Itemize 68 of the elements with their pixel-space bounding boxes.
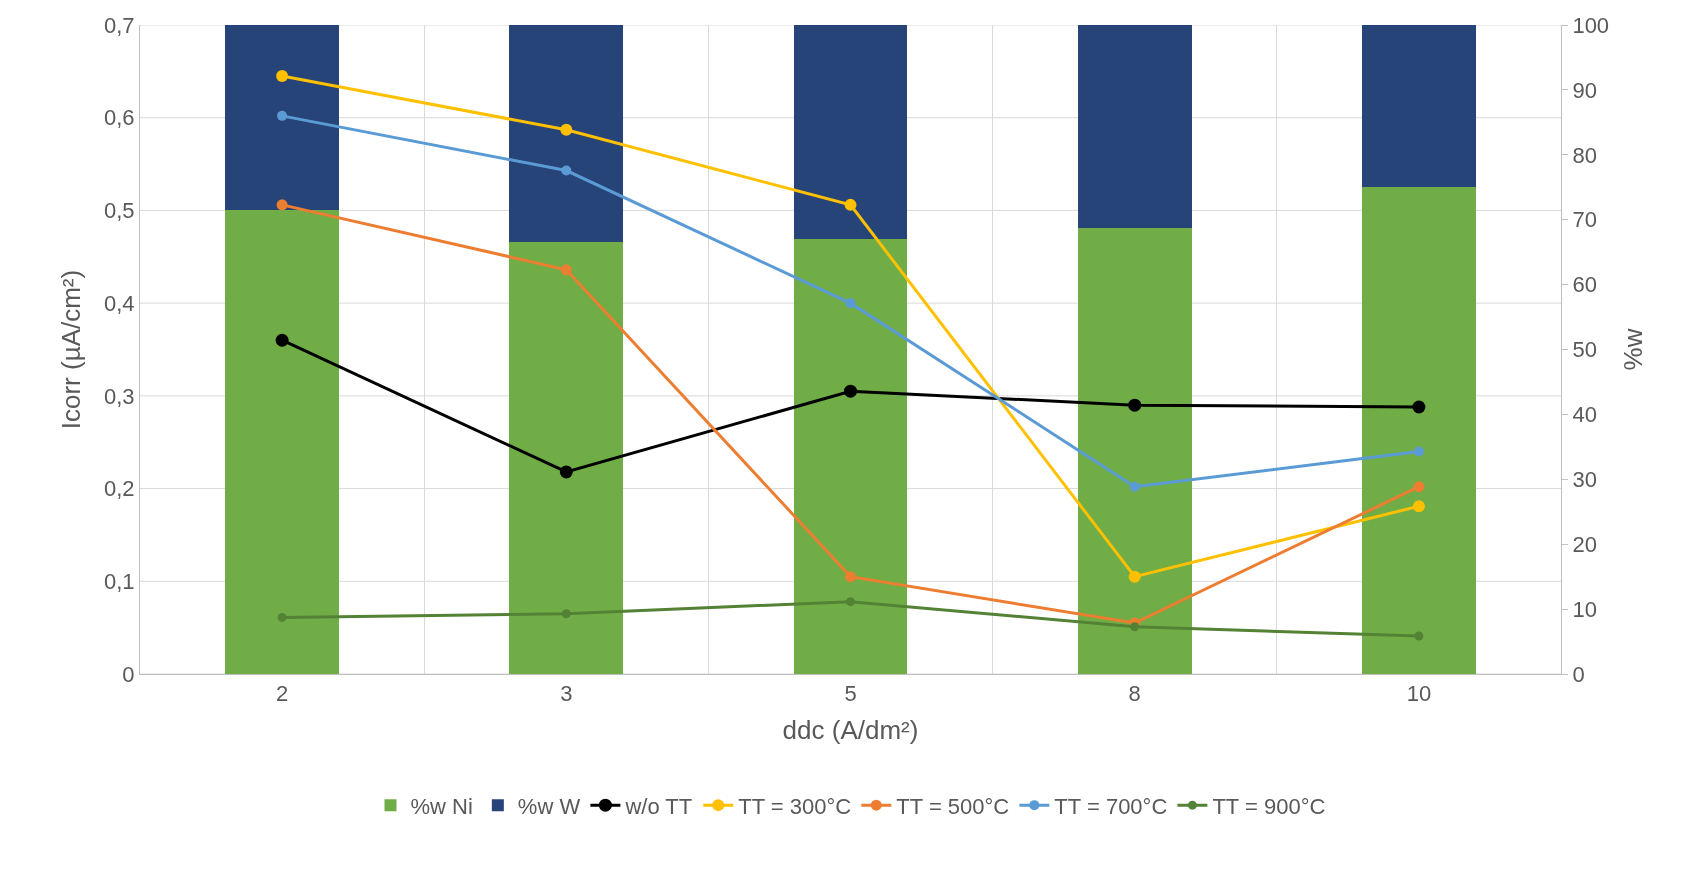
y2-tick-label: 80 [1572,142,1597,168]
x-tick-label: 5 [844,681,857,707]
y2-tick-label: 50 [1572,337,1597,363]
y-tick-label: 0 [122,661,135,687]
y2-tick-label: 10 [1572,596,1597,622]
y-tick-label: 0,1 [104,568,135,594]
x-tick-label: 10 [1406,681,1432,707]
point [845,298,856,309]
point [1412,400,1426,414]
point [560,123,573,136]
legend-label: TT = 500°C [896,793,1010,819]
point [844,198,857,211]
point [559,465,573,479]
point [1130,622,1140,632]
y2-axis-title: %w [1617,328,1648,371]
y-tick-label: 0,7 [104,12,135,38]
legend-label: TT = 900°C [1212,793,1326,819]
point [1413,481,1425,493]
point [277,110,288,121]
bar [225,209,339,674]
bar [1362,187,1476,674]
point [560,264,572,276]
bar [1077,228,1192,674]
bar [225,25,339,210]
y2-tick-label: 20 [1572,531,1597,557]
y-tick-label: 0,4 [104,290,135,316]
point [1412,500,1425,513]
y2-tick-label: 40 [1572,402,1597,428]
x-tick-label: 8 [1128,681,1141,707]
point [561,609,571,619]
point [561,165,572,176]
point [276,69,289,82]
x-axis-title: ddc (A/dm²) [782,715,919,746]
point [277,612,287,622]
y2-tick-label: 0 [1572,661,1585,687]
legend-label: TT = 700°C [1054,793,1168,819]
y-tick-label: 0,2 [104,476,135,502]
y2-tick-label: 100 [1572,12,1610,38]
point [276,199,288,211]
bar [793,239,908,674]
bar [509,25,624,243]
point [1414,631,1424,641]
point [846,597,855,607]
y-tick-label: 0,6 [104,105,135,131]
legend-label: %w Ni [410,793,473,819]
point [845,571,856,583]
point [1413,446,1424,457]
x-tick-label: 3 [560,681,573,707]
y2-tick-label: 70 [1572,207,1597,233]
y2-tick-label: 30 [1572,467,1597,492]
y2-tick-label: 60 [1572,272,1597,298]
legend-label: %w W [517,793,581,819]
point [1129,481,1140,492]
point [844,384,857,398]
bar [509,242,624,674]
point [275,333,289,347]
bar [793,25,908,240]
point [1128,570,1141,583]
legend-label: w/o TT [624,793,693,819]
legend-label: TT = 300°C [738,793,852,819]
y-tick-label: 0,5 [104,198,135,224]
bar [1077,25,1192,229]
y-tick-label: 0,3 [104,383,135,409]
point [1128,398,1142,412]
y-axis-title: Icorr (µA/cm²) [56,269,87,430]
bar [1362,25,1476,188]
x-tick-label: 2 [275,681,289,707]
y2-tick-label: 90 [1572,77,1597,103]
